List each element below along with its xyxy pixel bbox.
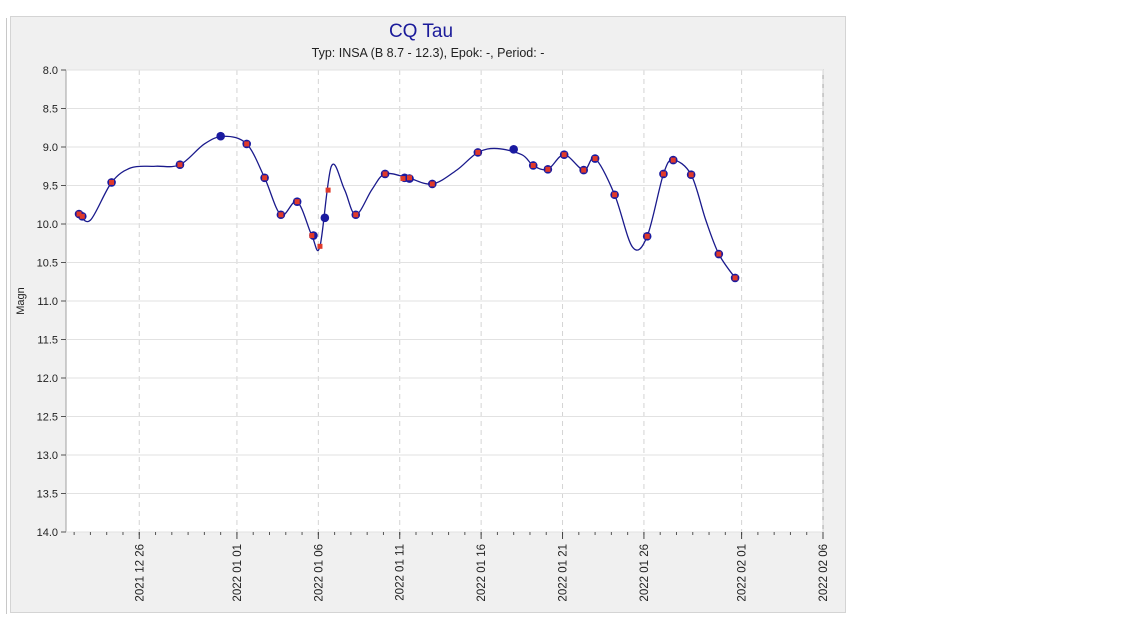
- observation-point: [320, 213, 330, 223]
- y-tick-label: 8.0: [43, 65, 58, 77]
- chart-subtitle: Typ: INSA (B 8.7 - 12.3), Epok: -, Perio…: [312, 46, 545, 60]
- fit-point-marker: [732, 275, 738, 281]
- y-axis-label: Magn: [15, 287, 27, 315]
- y-tick-label: 11.5: [37, 335, 58, 347]
- x-tick-label: 2022 01 26: [639, 544, 651, 602]
- data-series: [74, 131, 740, 283]
- fit-point-marker: [545, 166, 551, 172]
- y-tick-label: 12.0: [37, 373, 58, 385]
- x-tick-label: 2022 01 21: [558, 544, 570, 602]
- fit-point-marker: [612, 192, 618, 198]
- y-tick-label: 10.0: [37, 219, 58, 231]
- fit-point-marker: [317, 243, 323, 249]
- fit-point-marker: [406, 175, 412, 181]
- fit-point-marker: [561, 152, 567, 158]
- y-tick-label: 13.0: [37, 450, 58, 462]
- x-tick-label: 2022 01 06: [313, 544, 325, 602]
- fit-point-marker: [278, 212, 284, 218]
- y-tick-label: 11.0: [37, 296, 58, 308]
- fit-point-marker: [530, 162, 536, 168]
- x-tick-label: 2022 01 01: [232, 544, 244, 602]
- y-axis-ticks: 8.0 8.5 9.0 9.5 10.0 10.5 11.0 11.5 12.0 12.5 13.0…: [37, 65, 66, 539]
- x-axis-ticks: 2021 12 26 2022 01 01 2022 01 06 2022 01 11…: [73, 532, 830, 602]
- fit-point-marker: [716, 251, 722, 257]
- chart-title: CQ Tau: [389, 21, 453, 42]
- fit-point-marker: [294, 199, 300, 205]
- y-tick-label: 10.5: [37, 258, 58, 270]
- y-tick-label: 12.5: [37, 412, 58, 424]
- fit-point-marker: [382, 171, 388, 177]
- x-tick-label: 2022 02 06: [818, 544, 830, 602]
- fit-point-marker: [309, 233, 315, 239]
- x-tick-label: 2022 01 16: [476, 544, 488, 602]
- y-tick-label: 13.5: [37, 489, 58, 501]
- horizontal-grid: [66, 69, 823, 533]
- fit-point-marker: [475, 149, 481, 155]
- fit-point-marker: [400, 176, 406, 182]
- observation-point: [509, 145, 518, 154]
- fit-point-marker: [79, 213, 85, 219]
- x-tick-label: 2022 01 11: [395, 544, 407, 601]
- fit-point-marker: [76, 211, 82, 217]
- observation-point: [216, 131, 225, 141]
- fit-point-marker: [353, 212, 359, 218]
- y-tick-label: 9.5: [43, 181, 58, 193]
- y-tick-label: 8.5: [43, 104, 58, 116]
- fit-point-marker: [592, 156, 598, 162]
- fit-point-marker: [325, 187, 331, 193]
- fit-point-marker: [581, 167, 587, 173]
- fit-point-marker: [688, 172, 694, 178]
- fit-point-marker: [109, 179, 115, 185]
- y-tick-label: 9.0: [43, 142, 58, 154]
- fit-point-marker: [429, 181, 435, 187]
- fit-point-marker: [660, 171, 666, 177]
- fit-point-marker: [244, 141, 250, 147]
- window-edge: [6, 18, 7, 614]
- x-tick-label: 2022 02 01: [737, 544, 749, 602]
- y-tick-label: 14.0: [37, 527, 58, 539]
- x-tick-label: 2021 12 26: [134, 544, 146, 602]
- fit-point-marker: [644, 233, 650, 239]
- fit-point-marker: [177, 162, 183, 168]
- fit-point-marker: [262, 175, 268, 181]
- fit-point-marker: [670, 157, 676, 163]
